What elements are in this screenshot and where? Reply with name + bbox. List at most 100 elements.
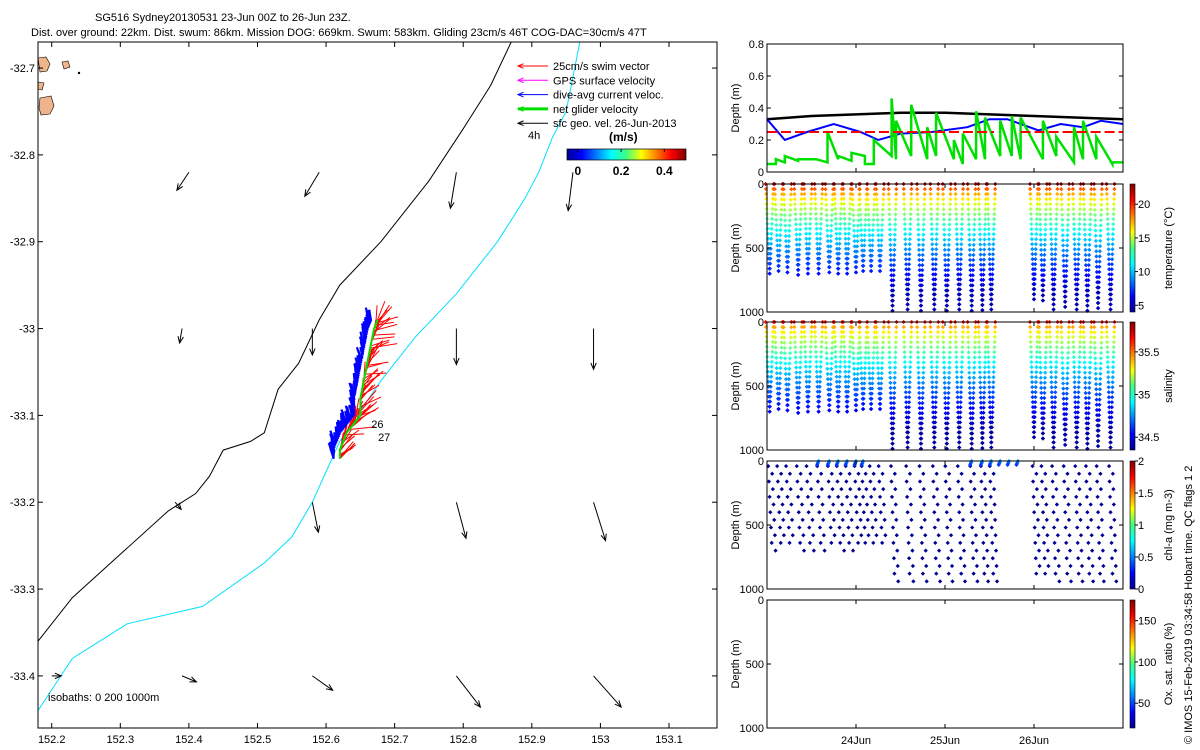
salinity-panel-point — [818, 359, 823, 364]
temperature-panel-point — [808, 206, 813, 212]
surface-velocity-arrowhead — [325, 684, 334, 692]
temperature-panel-point — [825, 239, 831, 244]
salinity-panel-point — [1082, 350, 1087, 355]
temperature-panel-point — [876, 233, 881, 238]
chlorophyll-panel-point — [1113, 563, 1118, 569]
chlorophyll-panel-point — [766, 479, 772, 484]
salinity-panel-point — [1110, 370, 1116, 375]
temperature-panel-point — [986, 237, 992, 242]
swim-vector — [376, 309, 388, 323]
salinity-panel-point — [785, 403, 790, 408]
chlorophyll-panel-point — [933, 540, 938, 546]
temperature-panel-point — [933, 252, 939, 257]
salinity-panel-point — [972, 365, 977, 370]
salinity-panel-point — [934, 360, 940, 365]
salinity-panel-y-tick-label: 0 — [758, 317, 764, 329]
salinity-panel-point — [819, 344, 824, 350]
chlorophyll-panel-colorbar-tick-label: 0 — [1138, 584, 1144, 596]
salinity-panel-point — [870, 371, 875, 376]
temperature-panel-point — [1061, 248, 1066, 253]
chlorophyll-panel-point — [1091, 579, 1096, 584]
temperature-panel-point — [946, 237, 952, 242]
chlorophyll-panel-point — [825, 462, 830, 467]
chlorophyll-panel-point — [969, 510, 974, 515]
chlorophyll-panel-point — [896, 579, 901, 584]
salinity-panel-point — [784, 382, 789, 387]
salinity-panel-point — [829, 366, 834, 371]
salinity-panel-point — [1076, 395, 1081, 400]
salinity-panel-point — [1054, 355, 1059, 360]
salinity-panel-point — [812, 324, 817, 330]
temperature-panel-point — [929, 211, 934, 217]
temperature-panel-point — [1037, 202, 1042, 207]
salinity-panel-point — [928, 329, 933, 335]
salinity-panel-point — [1051, 445, 1056, 450]
chlorophyll-panel-point — [773, 548, 778, 553]
temperature-panel-point — [920, 262, 925, 268]
chlorophyll-panel-point — [826, 479, 831, 484]
swim-vector — [366, 362, 383, 369]
temperature-panel-point — [1097, 243, 1103, 249]
chlorophyll-panel-point — [844, 494, 850, 499]
salinity-panel-point — [1098, 376, 1103, 382]
salinity-panel-point — [948, 324, 953, 330]
salinity-panel-point — [932, 425, 938, 430]
salinity-panel-point — [942, 380, 947, 385]
chlorophyll-panel-point — [1090, 548, 1095, 553]
salinity-panel-point — [1107, 405, 1112, 410]
temperature-panel-point — [1072, 247, 1077, 252]
salinity-panel-point — [1105, 360, 1110, 365]
temperature-panel-point — [854, 249, 860, 254]
chlorophyll-panel-point — [832, 533, 837, 538]
chlorophyll-panel-point — [787, 540, 792, 546]
salinity-panel-point — [782, 345, 787, 351]
chlorophyll-panel-point — [918, 510, 924, 515]
temperature-panel-point — [985, 186, 990, 192]
salinity-panel-point — [1029, 374, 1035, 380]
swim-vector — [339, 447, 354, 456]
chlorophyll-panel-point — [878, 510, 883, 515]
salinity-panel-point — [1066, 330, 1071, 335]
salinity-panel-point — [1083, 395, 1088, 401]
salinity-panel-point — [1106, 385, 1111, 390]
salinity-panel-point — [1049, 385, 1054, 390]
salinity-panel-point — [1029, 364, 1034, 370]
temperature-panel-point — [1048, 227, 1054, 232]
legend-label: net glider velocity — [553, 104, 638, 116]
salinity-panel-point — [987, 390, 992, 395]
salinity-panel-point — [777, 376, 783, 381]
temperature-panel-point — [838, 221, 843, 226]
salinity-panel-point — [894, 330, 899, 335]
temperature-panel-point — [986, 227, 991, 232]
chlorophyll-panel-point — [950, 579, 955, 584]
temperature-panel-point — [820, 191, 825, 197]
salinity-panel-point — [1096, 418, 1102, 423]
chlorophyll-panel-point — [1045, 533, 1050, 538]
salinity-panel-point — [781, 325, 786, 330]
temperature-panel-point — [891, 278, 896, 283]
temperature-panel-point — [1059, 192, 1064, 197]
salinity-panel-point — [1093, 366, 1098, 371]
salinity-panel-point — [763, 329, 769, 335]
temperature-panel-point — [802, 206, 808, 212]
salinity-panel-point — [859, 376, 864, 381]
temperature-panel-point — [823, 187, 828, 192]
salinity-panel-point — [919, 421, 924, 426]
salinity-panel-point — [1088, 340, 1093, 345]
salinity-panel-point — [1032, 425, 1037, 430]
chlorophyll-panel-point — [985, 563, 990, 569]
salinity-panel-point — [1082, 345, 1087, 350]
temperature-panel-point — [1066, 212, 1071, 217]
chlorophyll-panel-point — [788, 487, 793, 492]
salinity-panel-point — [945, 431, 950, 436]
chlorophyll-panel-point — [872, 487, 877, 492]
chlorophyll-panel-point — [909, 533, 915, 538]
swim-vector — [366, 361, 389, 366]
temperature-panel-point — [819, 196, 825, 202]
salinity-panel-point — [921, 360, 926, 365]
temperature-panel-point — [1072, 242, 1077, 247]
salinity-panel-point — [806, 384, 812, 389]
salinity-panel-point — [969, 441, 974, 446]
temperature-panel-point — [992, 196, 997, 202]
salinity-panel-point — [768, 394, 773, 399]
